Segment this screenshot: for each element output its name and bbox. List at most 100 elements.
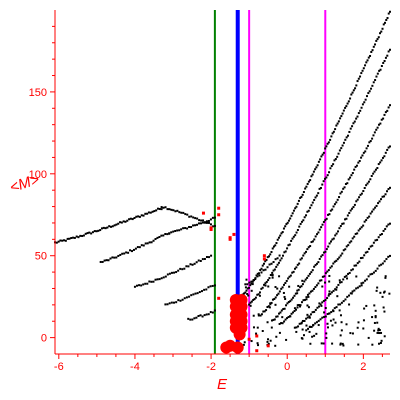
data-point — [245, 278, 248, 281]
data-point — [207, 286, 210, 289]
data-point — [312, 287, 315, 290]
data-point — [211, 284, 214, 287]
data-point — [383, 335, 386, 338]
data-point — [196, 292, 199, 295]
data-point — [281, 322, 284, 325]
data-point — [181, 268, 184, 271]
data-point — [356, 286, 359, 289]
data-point — [340, 321, 343, 324]
data-point — [287, 244, 290, 247]
data-point — [105, 259, 108, 262]
data-point — [372, 172, 375, 175]
data-point — [352, 89, 355, 92]
data-point — [328, 213, 331, 216]
data-point — [320, 155, 323, 158]
data-point — [144, 242, 147, 245]
data-point — [174, 229, 177, 232]
data-point — [318, 279, 321, 282]
data-point — [375, 75, 378, 78]
data-point — [380, 159, 383, 162]
data-point — [265, 280, 268, 283]
data-point — [293, 310, 296, 313]
data-point — [301, 328, 304, 331]
data-point — [305, 329, 308, 332]
data-point — [389, 222, 391, 225]
data-point — [276, 257, 279, 260]
data-point — [363, 101, 366, 104]
data-point — [81, 235, 84, 238]
data-point — [339, 342, 342, 345]
data-point — [384, 21, 387, 24]
data-point — [347, 134, 350, 137]
data-point — [175, 301, 178, 304]
data-point — [201, 221, 204, 224]
data-point — [146, 282, 149, 285]
data-point — [297, 284, 300, 287]
data-point — [297, 199, 300, 202]
data-point — [324, 281, 327, 284]
data-point — [378, 69, 381, 72]
data-point — [103, 259, 106, 262]
data-point — [306, 293, 309, 296]
data-point — [324, 147, 327, 150]
data-point — [360, 72, 363, 75]
data-point — [300, 257, 303, 260]
data-point — [207, 219, 210, 222]
data-point — [338, 196, 341, 199]
data-point — [305, 324, 308, 327]
data-point — [366, 182, 369, 185]
data-point — [366, 59, 369, 62]
data-point — [264, 282, 267, 285]
data-point — [251, 283, 254, 286]
data-point — [252, 314, 255, 317]
data-point — [107, 259, 110, 262]
data-point — [324, 250, 327, 253]
data-point — [190, 226, 193, 229]
data-point — [342, 141, 345, 144]
data-point — [254, 277, 257, 280]
data-point — [320, 279, 323, 282]
data-point — [320, 255, 323, 258]
data-point — [178, 229, 181, 232]
data-point — [386, 109, 389, 112]
data-point — [290, 298, 293, 301]
data-point — [266, 256, 269, 259]
data-point — [377, 342, 380, 345]
data-point — [339, 254, 342, 257]
data-point — [140, 284, 143, 287]
data-point — [322, 299, 325, 302]
data-point — [354, 87, 357, 90]
data-point — [152, 280, 155, 283]
data-point — [170, 301, 173, 304]
data-point — [357, 321, 360, 324]
data-point — [158, 208, 161, 211]
data-point — [282, 291, 285, 294]
data-point — [296, 202, 299, 205]
data-point — [355, 264, 358, 267]
data-point — [266, 340, 269, 343]
data-point — [142, 244, 145, 247]
data-point — [329, 319, 332, 322]
data-point — [263, 310, 266, 313]
data-point — [257, 344, 260, 347]
data-point — [312, 324, 315, 327]
data-point — [367, 56, 370, 59]
data-point — [327, 213, 330, 216]
data-point — [300, 337, 303, 340]
data-point — [324, 219, 327, 222]
data-point — [272, 269, 275, 272]
data-point — [101, 260, 104, 263]
data-point — [367, 336, 370, 339]
data-point — [274, 296, 277, 299]
data-point — [269, 303, 272, 306]
data-point — [380, 263, 383, 266]
data-point — [164, 275, 167, 278]
highlight-point — [220, 341, 233, 354]
data-point — [357, 161, 360, 164]
x-tick-label: -2 — [206, 361, 216, 373]
data-point — [288, 243, 291, 246]
data-point — [287, 219, 290, 222]
data-point — [295, 330, 298, 333]
data-point — [385, 18, 388, 21]
data-point — [297, 288, 300, 291]
